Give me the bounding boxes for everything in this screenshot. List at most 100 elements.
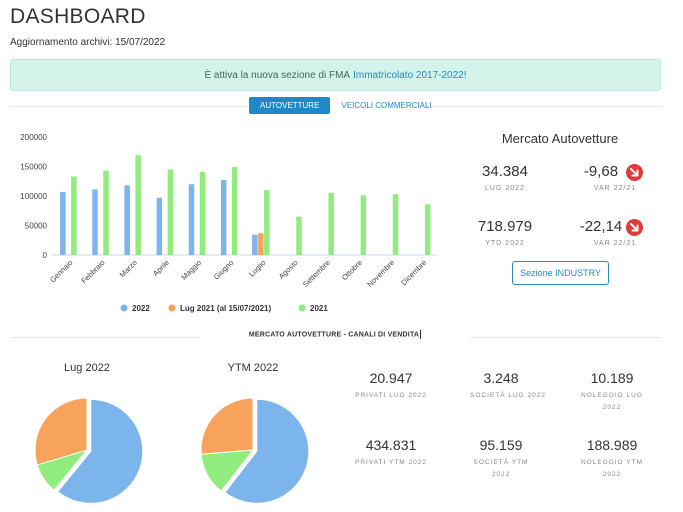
kpi-lug-value: 34.384 (482, 163, 528, 180)
x-tick-label: Marzo (118, 258, 139, 279)
vehicle-tabs: AUTOVETTURE VEICOLI COMMERCIALI (249, 97, 443, 114)
channels-section-title: MERCATO AUTOVETTURE - CANALI DI VENDITA (200, 330, 470, 339)
y-tick-label: 150000 (20, 163, 47, 172)
legend-item[interactable]: Lug 2021 (al 15/07/2021) (180, 304, 272, 313)
stat-noleggio-ytm-label: NOLEGGIO YTM 2022 (557, 457, 667, 481)
bar-2022[interactable] (188, 184, 195, 255)
stat-label-line1: NOLEGGIO LUG (581, 392, 643, 399)
archive-update-info: Aggiornamento archivi: 15/07/2022 (10, 37, 165, 48)
x-tick-label: Giugno (212, 258, 235, 281)
y-tick-label: 200000 (20, 133, 47, 142)
archive-update-date: 15/07/2022 (115, 37, 166, 48)
x-tick-label: Novembre (365, 258, 396, 289)
stat-label-line2: 2022 (491, 471, 511, 478)
bar-2022[interactable] (60, 191, 66, 255)
bar-2021[interactable] (328, 193, 334, 255)
pie-slice-privati[interactable] (57, 398, 144, 504)
x-tick-label: Maggio (179, 258, 203, 282)
stat-label-line1: SOCIETÀ YTM (473, 459, 529, 466)
bar-2022[interactable] (124, 185, 130, 255)
bar-chart-svg: 0 50000 100000 150000 200000 Gennaio Febbraio M… (20, 133, 438, 313)
stat-societa-lug-label: SOCIETÀ LUG 2022 (453, 390, 563, 402)
channels-section-title-text: MERCATO AUTOVETTURE - CANALI DI VENDITA (248, 331, 420, 339)
divider (425, 106, 661, 107)
legend-marker (298, 304, 306, 312)
stat-societa-lug-value: 3.248 (483, 370, 519, 386)
kpi-ytd-value: 718.979 (477, 218, 533, 235)
kpi-var-lug-value: -9,68 (583, 163, 619, 180)
x-tick-label: Agosto (277, 258, 300, 281)
x-tick-label: Settembre (301, 258, 332, 289)
stat-privati-lug-value: 20.947 (369, 370, 413, 386)
bar-2021[interactable] (103, 170, 109, 255)
stat-label-line1: NOLEGGIO YTM (580, 459, 644, 466)
bar-2022[interactable] (220, 180, 227, 255)
kpi-lug-label: LUG 2022 (485, 185, 525, 192)
arrow-down-right-icon (626, 164, 643, 181)
kpi-var-ytd-label: VAR 22/21 (593, 240, 637, 247)
pie-slice-noleggio[interactable] (34, 397, 88, 466)
stat-label-line1: SOCIETÀ LUG 2022 (470, 392, 546, 399)
x-tick-label: Dicembre (399, 258, 428, 287)
bar-2022[interactable] (92, 189, 98, 255)
bar-2021[interactable] (392, 194, 399, 255)
stat-privati-ytm-label: PRIVATI YTM 2022 (336, 457, 446, 469)
stat-noleggio-ytm-value: 188.989 (586, 437, 638, 453)
kpi-var-ytd-value: -22,14 (579, 218, 623, 235)
stat-label-line2: 2022 (602, 471, 622, 478)
tab-autovetture[interactable]: AUTOVETTURE (249, 97, 331, 114)
bar-lug-2021[interactable] (258, 233, 264, 255)
pie-title-ytm: YTM 2022 (227, 362, 279, 374)
bar-2021[interactable] (424, 204, 431, 255)
alert-link[interactable]: Immatricolato 2017-2022! (353, 69, 467, 81)
bar-2021[interactable] (231, 167, 238, 255)
kpi-ytd-label: YTD 2022 (485, 240, 525, 247)
x-tick-label: Gennaio (48, 258, 74, 284)
pie-slice-noleggio[interactable] (200, 397, 254, 455)
arrow-down-right-icon (626, 219, 643, 236)
bar-2021[interactable] (71, 176, 77, 255)
bar-2022[interactable] (156, 197, 163, 255)
x-tick-label: Aprile (151, 258, 171, 278)
pie-chart-ytm (200, 397, 310, 504)
pie-title-lug: Lug 2022 (64, 362, 110, 374)
x-tick-label: Ottobre (340, 258, 364, 282)
alert-text: È attiva la nuova sezione di FMA (204, 69, 351, 81)
page-title: DASHBOARD (10, 5, 146, 28)
x-tick-label: Febbraio (79, 258, 106, 285)
bar-2021[interactable] (199, 171, 206, 255)
bar-2022[interactable] (252, 234, 258, 255)
legend-item[interactable]: 2022 (132, 304, 150, 313)
monthly-registrations-chart: 0 50000 100000 150000 200000 Gennaio Febbraio M… (0, 125, 450, 325)
divider (10, 106, 250, 107)
tab-veicoli-commerciali[interactable]: VEICOLI COMMERCIALI (341, 101, 432, 110)
stat-noleggio-lug-value: 10.189 (590, 370, 634, 386)
market-title: Mercato Autovetture (501, 131, 619, 146)
pie-chart-lug (34, 397, 144, 504)
info-alert: È attiva la nuova sezione di FMA Immatri… (10, 59, 661, 91)
x-tick-label: Luglio (247, 258, 268, 279)
industry-section-button[interactable]: Sezione INDUSTRY (512, 261, 609, 285)
text-cursor (420, 330, 422, 339)
legend-item[interactable]: 2021 (310, 304, 328, 313)
bar-2021[interactable] (296, 216, 302, 255)
stat-label-line1: PRIVATI YTM 2022 (355, 459, 427, 466)
bar-2021[interactable] (135, 155, 141, 255)
bar-2021[interactable] (264, 190, 270, 255)
y-tick-label: 0 (43, 251, 48, 260)
stat-societa-ytm-label: SOCIETÀ YTM 2022 (446, 457, 556, 481)
stat-label-line2: 2022 (602, 404, 622, 411)
legend-marker (120, 304, 128, 312)
y-tick-label: 50000 (25, 222, 48, 231)
stat-privati-ytm-value: 434.831 (365, 437, 417, 453)
archive-update-label: Aggiornamento archivi: (10, 37, 113, 48)
pie-slice-privati[interactable] (224, 398, 310, 504)
stat-label-line1: PRIVATI LUG 2022 (355, 392, 427, 399)
bar-2021[interactable] (167, 169, 174, 255)
bar-2021[interactable] (360, 195, 367, 255)
y-tick-label: 100000 (20, 192, 47, 201)
stat-privati-lug-label: PRIVATI LUG 2022 (336, 390, 446, 402)
stat-societa-ytm-value: 95.159 (479, 437, 523, 453)
kpi-var-lug-label: VAR 22/21 (593, 185, 637, 192)
stat-noleggio-lug-label: NOLEGGIO LUG 2022 (557, 390, 667, 414)
